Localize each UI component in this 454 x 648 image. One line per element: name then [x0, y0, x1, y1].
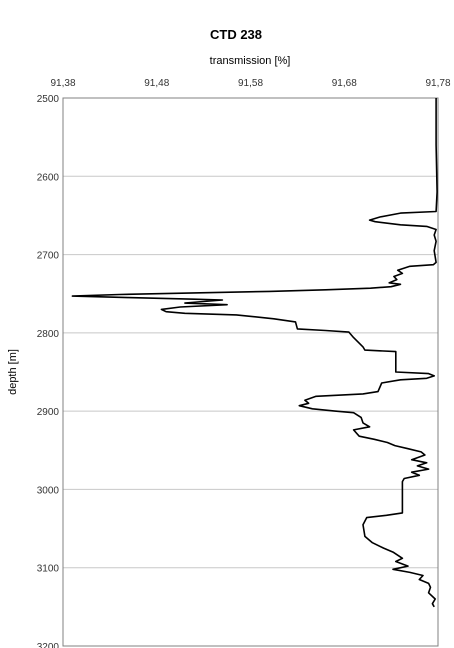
transmission-series-line	[71, 98, 438, 608]
y-tick-label: 2700	[37, 251, 60, 262]
y-tick-label: 2900	[37, 407, 60, 418]
y-tick-label: 2600	[37, 172, 60, 183]
y-tick-label: 3000	[37, 485, 60, 496]
x-tick-label: 91,68	[332, 78, 357, 89]
gridlines	[63, 175, 438, 569]
y-tick-label: 3100	[37, 564, 60, 575]
x-tick-label: 91,58	[238, 78, 263, 89]
x-tick-labels: 91,38 91,48 91,58 91,68 91,78	[50, 78, 450, 89]
y-tick-label: 2800	[37, 329, 60, 340]
y-tick-label: 2500	[37, 94, 60, 105]
y-axis-label: depth [m]	[7, 349, 19, 395]
x-tick-label: 91,38	[50, 78, 75, 89]
x-axis-label: transmission [%]	[210, 55, 291, 67]
x-tick-label: 91,78	[425, 78, 450, 89]
x-tick-label: 91,48	[144, 78, 169, 89]
y-tick-label: 3200	[37, 642, 60, 648]
y-tick-labels: 2500 2600 2700 2800 2900 3000 3100 3200	[37, 94, 60, 648]
chart-title: CTD 238	[210, 27, 262, 42]
plot-frame	[62, 97, 439, 647]
